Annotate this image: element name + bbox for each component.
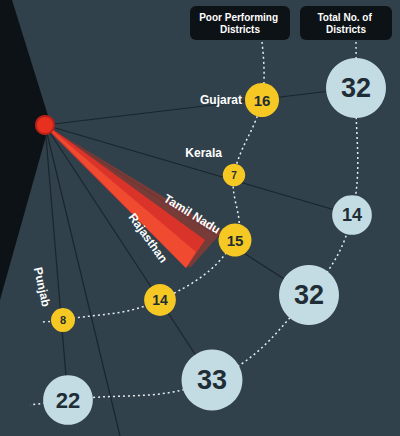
svg-text:Rajasthan: Rajasthan xyxy=(126,211,171,266)
svg-text:22: 22 xyxy=(56,388,80,413)
svg-text:Punjab: Punjab xyxy=(31,266,53,308)
svg-text:Gujarat: Gujarat xyxy=(200,93,242,107)
svg-text:16: 16 xyxy=(254,92,271,109)
svg-text:Total No. of: Total No. of xyxy=(317,12,374,23)
svg-text:33: 33 xyxy=(197,365,227,395)
svg-text:Tamil Nadu: Tamil Nadu xyxy=(161,191,223,236)
svg-text:14: 14 xyxy=(342,205,362,225)
svg-text:14: 14 xyxy=(152,292,168,308)
svg-text:15: 15 xyxy=(227,232,244,249)
svg-text:Districts: Districts xyxy=(326,24,366,35)
svg-text:Poor Performing: Poor Performing xyxy=(199,12,281,23)
svg-text:Districts: Districts xyxy=(220,24,260,35)
svg-text:Kerala: Kerala xyxy=(185,146,222,160)
svg-text:8: 8 xyxy=(60,314,66,326)
svg-text:32: 32 xyxy=(341,73,371,103)
svg-text:32: 32 xyxy=(294,280,324,310)
svg-text:7: 7 xyxy=(231,170,237,181)
